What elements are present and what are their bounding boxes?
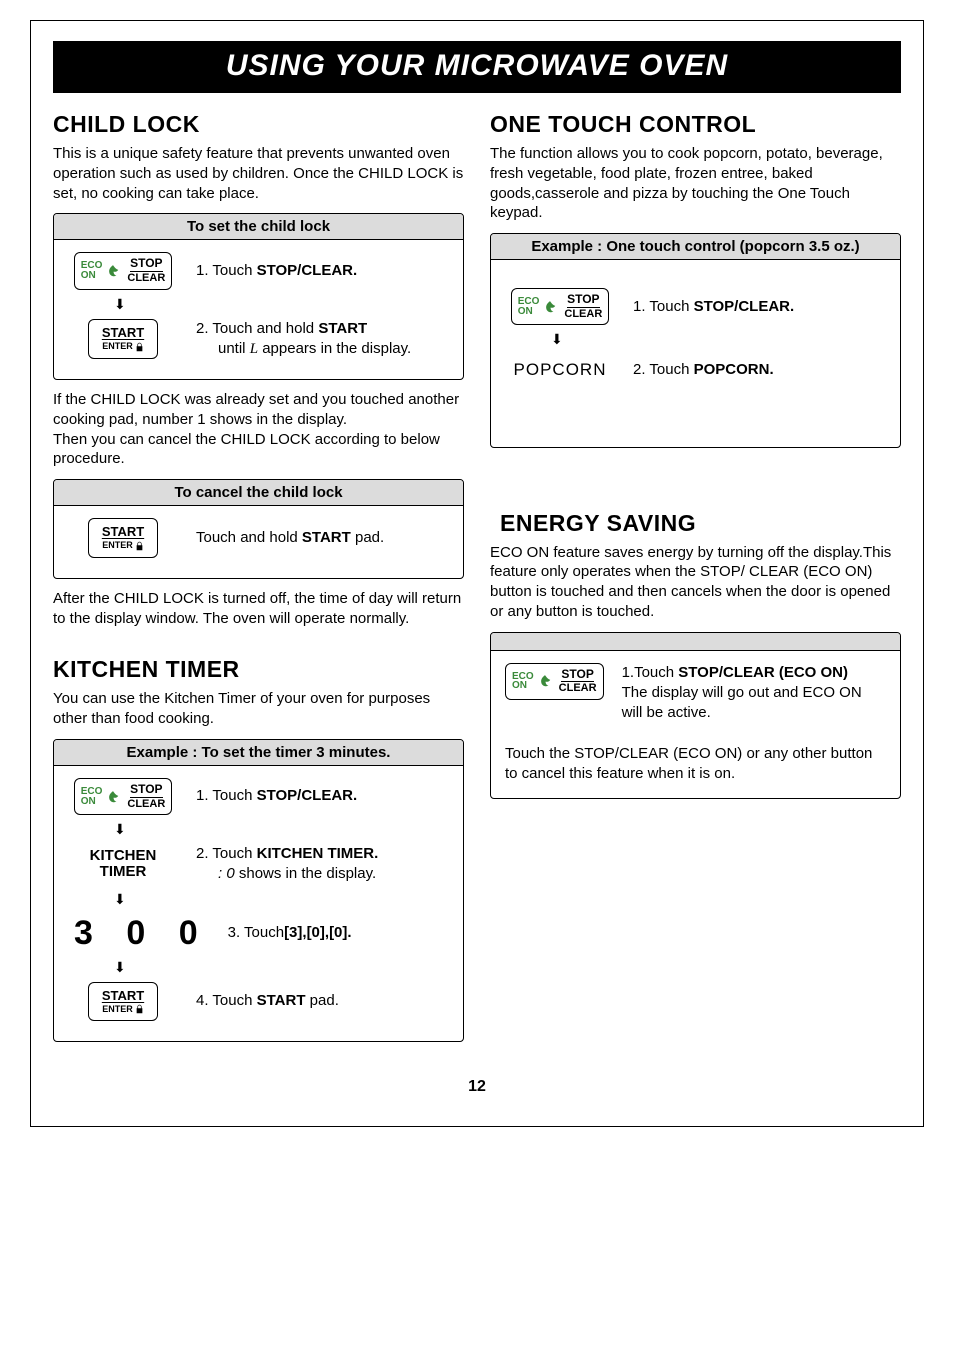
- stop-clear-key: ECO ON STOP CLEAR: [505, 663, 604, 700]
- kitchen-timer-card: Example : To set the timer 3 minutes. EC…: [53, 739, 464, 1042]
- page-title-bar: USING YOUR MICROWAVE OVEN: [53, 41, 901, 93]
- energy-saving-card-header: [491, 633, 900, 651]
- start-key: START ENTER: [88, 319, 158, 359]
- page-number: 12: [53, 1078, 901, 1096]
- cancel-child-lock-header: To cancel the child lock: [54, 480, 463, 506]
- page-frame: USING YOUR MICROWAVE OVEN CHILD LOCK Thi…: [30, 20, 924, 1127]
- cancel-child-lock-step: START ENTER Touch and hold START pad.: [68, 518, 449, 558]
- energy-saving-note: Touch the STOP/CLEAR (ECO ON) or any oth…: [505, 744, 886, 785]
- lock-icon: [135, 1004, 144, 1014]
- cancel-child-lock-card: To cancel the child lock START ENTER Tou…: [53, 479, 464, 579]
- energy-saving-card: ECO ON STOP CLEAR 1.Touch STOP/: [490, 632, 901, 799]
- stop-clear-key: ECO ON STOP CLEAR: [74, 778, 173, 815]
- display-300: 3 0 0: [68, 914, 210, 953]
- stop-clear-key: ECO ON STOP CLEAR: [511, 288, 610, 325]
- kitchen-timer-intro: You can use the Kitchen Timer of your ov…: [53, 689, 464, 729]
- leaf-icon: [106, 790, 120, 804]
- set-child-lock-header: To set the child lock: [54, 214, 463, 240]
- arrow-down-icon: ⬇: [551, 331, 886, 348]
- kt-step1: ECO ON STOP CLEAR 1. Touch STOP/CLEAR.: [68, 778, 449, 815]
- es-step1: ECO ON STOP CLEAR 1.Touch STOP/: [505, 663, 886, 724]
- child-lock-heading: CHILD LOCK: [53, 111, 464, 138]
- eco-on-label: ECO ON: [81, 261, 103, 280]
- child-lock-outro: After the CHILD LOCK is turned off, the …: [53, 589, 464, 629]
- one-touch-intro: The function allows you to cook popcorn,…: [490, 144, 901, 223]
- energy-saving-heading: ENERGY SAVING: [490, 510, 901, 537]
- start-key: START ENTER: [88, 982, 158, 1022]
- energy-saving-intro: ECO ON feature saves energy by turning o…: [490, 543, 901, 622]
- arrow-down-icon: ⬇: [114, 891, 449, 908]
- right-column: ONE TOUCH CONTROL The function allows yo…: [490, 111, 901, 1052]
- kitchen-timer-key-label: KITCHEN TIMER: [75, 848, 171, 881]
- kt-step3: 3 0 0 3. Touch[3],[0],[0].: [68, 914, 449, 953]
- kt-step4: START ENTER 4. Touch START pad.: [68, 982, 449, 1022]
- one-touch-card: Example : One touch control (popcorn 3.5…: [490, 233, 901, 447]
- leaf-icon: [538, 674, 552, 688]
- child-lock-intro: This is a unique safety feature that pre…: [53, 144, 464, 203]
- child-lock-step2: START ENTER 2. Touch and hold START unti…: [68, 319, 449, 360]
- left-column: CHILD LOCK This is a unique safety featu…: [53, 111, 464, 1052]
- ot-step2: POPCORN 2. Touch POPCORN.: [505, 360, 886, 380]
- lock-icon: [135, 342, 144, 352]
- kt-step2: KITCHEN TIMER 2. Touch KITCHEN TIMER. : …: [68, 844, 449, 885]
- start-key: START ENTER: [88, 518, 158, 558]
- kitchen-timer-ex-header: Example : To set the timer 3 minutes.: [54, 740, 463, 766]
- one-touch-ex-header: Example : One touch control (popcorn 3.5…: [491, 234, 900, 260]
- child-lock-mid-text: If the CHILD LOCK was already set and yo…: [53, 390, 464, 469]
- kitchen-timer-heading: KITCHEN TIMER: [53, 656, 464, 683]
- popcorn-key-label: POPCORN: [514, 360, 607, 380]
- one-touch-heading: ONE TOUCH CONTROL: [490, 111, 901, 138]
- leaf-icon: [106, 264, 120, 278]
- child-lock-step1: ECO ON STOP CLEAR 1. Touch STOP/CLEAR.: [68, 252, 449, 289]
- two-column-layout: CHILD LOCK This is a unique safety featu…: [53, 111, 901, 1052]
- set-child-lock-card: To set the child lock ECO ON STOP CLEAR: [53, 213, 464, 380]
- lock-icon: [135, 541, 144, 551]
- arrow-down-icon: ⬇: [114, 959, 449, 976]
- arrow-down-icon: ⬇: [114, 821, 449, 838]
- stop-clear-key: ECO ON STOP CLEAR: [74, 252, 173, 289]
- arrow-down-icon: ⬇: [114, 296, 449, 313]
- ot-step1: ECO ON STOP CLEAR 1. Touch STOP/CLEAR.: [505, 288, 886, 325]
- leaf-icon: [543, 300, 557, 314]
